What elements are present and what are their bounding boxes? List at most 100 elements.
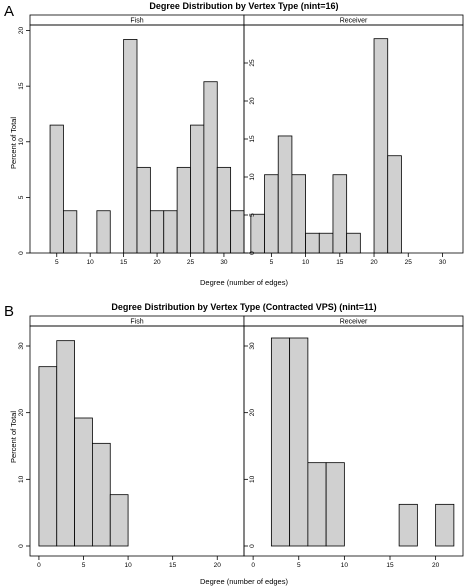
panel-a-receiver-y-tick-label-20: 20 — [249, 97, 256, 105]
panel-a-receiver-bar-2 — [264, 174, 279, 254]
panel-a-fish-bar-4 — [123, 39, 138, 254]
panel-a-receiver-bar-3 — [277, 135, 293, 254]
panel-a-title: Degree Distribution by Vertex Type (nint… — [149, 1, 338, 11]
panel-a-fish-bar-10 — [203, 81, 218, 254]
panel-a-receiver-x-axis: 5 10 15 20 25 30 — [270, 253, 447, 266]
panel-b-receiver-plot-frame — [243, 325, 464, 557]
panel-b-receiver-x-axis: 0 5 10 15 20 — [251, 556, 440, 569]
panel-b-receiver-x-tick-label-15: 15 — [386, 562, 394, 569]
panel-a-receiver-bars — [250, 38, 402, 254]
panel-a-fish-y-tick-label-0: 0 — [18, 251, 25, 255]
panel-a-receiver-y-tick-label-15: 15 — [249, 135, 256, 143]
panel-a-fish-x-tick-label-15: 15 — [120, 259, 128, 266]
panel-b-receiver-bar-3 — [307, 462, 327, 547]
panel-a-fish-strip-label: Fish — [130, 18, 143, 25]
panel-a-fish-x-tick-label-20: 20 — [153, 259, 161, 266]
panel-a-receiver-x-tick-label-5: 5 — [270, 259, 274, 266]
panel-b-fish-x-tick-label-10: 10 — [124, 562, 132, 569]
panel-b-fish-x-tick-label-5: 5 — [82, 562, 86, 569]
panel-b-receiver-y-axis: 0 10 20 30 — [244, 342, 256, 548]
panel-a-fish-y-tick-label-20: 20 — [18, 27, 25, 35]
panel-a-fish-y-tick-label-5: 5 — [18, 195, 25, 199]
panel-b-fish-bar-2 — [56, 340, 75, 547]
panel-a-fish-bar-6 — [149, 210, 165, 254]
panel-a-fish-x-axis: 5 10 15 20 25 30 — [55, 253, 228, 266]
panel-b-fish-y-tick-label-20: 20 — [18, 409, 25, 417]
panel-a-fish-bar-1 — [49, 124, 64, 254]
panel-b-receiver-bar-2 — [289, 337, 309, 547]
panel-a-receiver-bar-10 — [373, 38, 389, 254]
panel-b-fish-x-tick-label-15: 15 — [169, 562, 177, 569]
panel-b-facet-receiver: Receiver 0 10 20 30 0 5 10 15 20 — [243, 315, 464, 569]
panel-b-x-axis-title: Degree (number of edges) — [200, 577, 288, 586]
panel-b-receiver-y-tick-label-30: 30 — [249, 342, 256, 350]
panel-a-fish-bar-5 — [136, 166, 151, 254]
panel-b-fish-bar-4 — [92, 442, 111, 547]
panel-a-receiver-strip-label: Receiver — [340, 18, 368, 25]
panel-a-fish-bar-12 — [230, 210, 245, 254]
panel-a-fish-bar-2 — [63, 210, 78, 254]
panel-b: B Degree Distribution by Vertex Type (Co… — [4, 302, 464, 586]
panel-b-label: B — [4, 303, 14, 320]
panel-a-receiver-bar-7 — [332, 174, 348, 254]
panel-b-receiver-x-tick-label-10: 10 — [341, 562, 349, 569]
panel-a-fish-x-tick-label-5: 5 — [55, 259, 59, 266]
panel-a-receiver-bar-11 — [387, 155, 402, 254]
panel-a-receiver-bar-5 — [305, 232, 320, 254]
panel-a-receiver-x-tick-label-10: 10 — [302, 259, 310, 266]
panel-a-fish-bar-8 — [176, 166, 191, 254]
panel-a-y-axis-title: Percent of Total — [9, 117, 18, 169]
panel-b-fish-bar-5 — [109, 494, 129, 547]
panel-a-fish-bars — [49, 39, 245, 254]
panel-a-fish-bar-11 — [216, 166, 232, 254]
panel-a-receiver-bar-4 — [291, 174, 306, 254]
panel-b-fish-strip-label: Fish — [130, 319, 143, 326]
panel-b-y-axis-title: Percent of Total — [9, 411, 18, 463]
panel-a-fish-bar-3 — [96, 210, 111, 254]
panel-b-receiver-bar-6 — [435, 503, 455, 547]
panel-b-receiver-bar-5 — [398, 503, 418, 547]
panel-a-fish-y-tick-label-10: 10 — [18, 138, 25, 146]
panel-a-fish-x-tick-label-10: 10 — [87, 259, 95, 266]
panel-b-receiver-y-tick-label-0: 0 — [249, 544, 256, 548]
panel-b-fish-y-axis: 0 10 20 30 — [18, 342, 30, 548]
panel-a-fish-x-tick-label-30: 30 — [220, 259, 228, 266]
panel-b-fish-x-tick-label-0: 0 — [37, 562, 41, 569]
panel-b-receiver-bar-1 — [270, 337, 291, 547]
panel-b-receiver-x-tick-label-5: 5 — [297, 562, 301, 569]
panel-a-receiver-x-tick-label-15: 15 — [336, 259, 344, 266]
panel-b-receiver-bars — [270, 337, 455, 547]
panel-b-receiver-x-tick-label-0: 0 — [251, 562, 255, 569]
panel-b-fish-bars — [38, 340, 129, 547]
panel-a-receiver-x-tick-label-20: 20 — [370, 259, 378, 266]
panel-b-fish-y-tick-label-0: 0 — [18, 544, 25, 548]
panel-b-receiver-bar-4 — [325, 462, 345, 547]
panel-a-receiver-y-tick-label-10: 10 — [249, 173, 256, 181]
panel-a-facet-receiver: Receiver 0 5 10 15 20 25 5 10 15 20 25 30 — [243, 14, 464, 266]
panel-b-fish-y-tick-label-10: 10 — [18, 475, 25, 483]
panel-b-fish-x-axis: 0 5 10 15 20 — [37, 556, 221, 569]
panel-a-receiver-bar-8 — [346, 232, 361, 254]
panel-a-receiver-bar-1 — [250, 213, 265, 254]
panel-b-receiver-x-tick-label-20: 20 — [432, 562, 440, 569]
panel-a-receiver-x-tick-label-30: 30 — [439, 259, 447, 266]
panel-a-receiver-y-tick-label-0: 0 — [249, 251, 256, 255]
panel-b-fish-y-tick-label-30: 30 — [18, 342, 25, 350]
panel-b-fish-bar-1 — [38, 366, 58, 547]
panel-a-fish-y-axis: 0 5 10 15 20 — [18, 27, 30, 255]
panel-a-receiver-y-tick-label-5: 5 — [249, 213, 256, 217]
panel-a-label: A — [4, 3, 14, 20]
panel-a-receiver-y-tick-label-25: 25 — [249, 59, 256, 67]
panel-a-facet-fish: Fish 0 5 10 15 20 5 10 15 20 25 30 — [18, 14, 245, 266]
panel-a-fish-y-tick-label-15: 15 — [18, 82, 25, 90]
panel-a-receiver-bar-6 — [318, 232, 334, 254]
panel-b-title: Degree Distribution by Vertex Type (Cont… — [111, 302, 376, 312]
panel-b-fish-bar-3 — [74, 417, 93, 547]
panel-a-receiver-y-axis: 0 5 10 15 20 25 — [244, 59, 256, 255]
panel-a-fish-bar-9 — [190, 124, 205, 254]
panel-b-facet-fish: Fish 0 10 20 30 0 5 10 15 20 — [18, 315, 245, 569]
panel-a-receiver-x-tick-label-25: 25 — [405, 259, 413, 266]
panel-a-fish-bar-7 — [163, 210, 178, 254]
panel-a-x-axis-title: Degree (number of edges) — [200, 278, 288, 287]
